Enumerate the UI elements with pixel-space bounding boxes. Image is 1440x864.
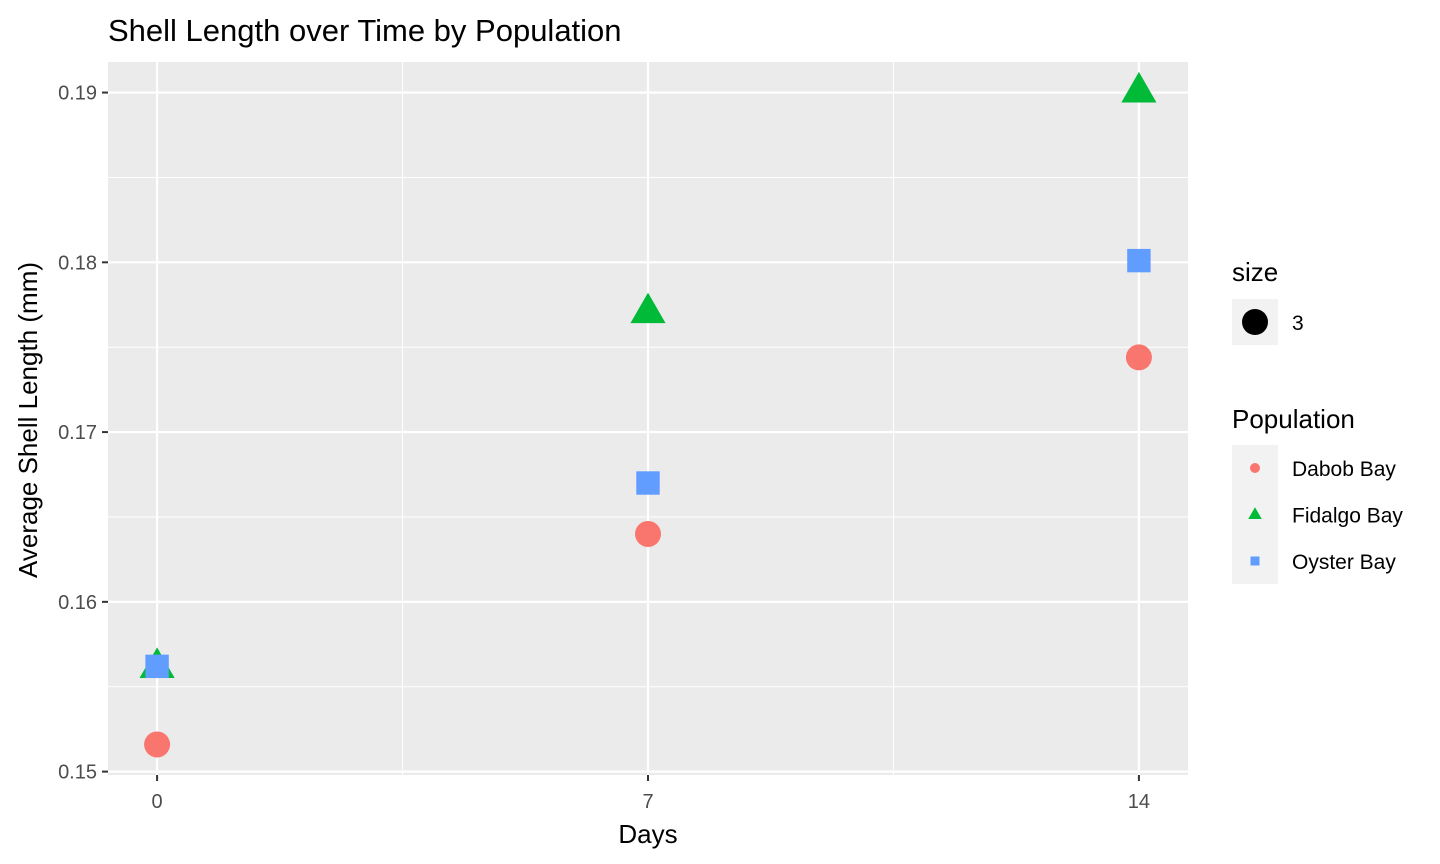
size-legend-title: size — [1232, 257, 1278, 287]
chart-title: Shell Length over Time by Population — [108, 13, 622, 48]
data-point — [145, 654, 169, 679]
x-axis: 0 7 14 — [152, 775, 1150, 813]
y-tick-label: 0.16 — [58, 592, 97, 614]
data-point — [144, 731, 171, 758]
x-tick-label: 0 — [152, 791, 163, 813]
y-tick-label: 0.15 — [58, 762, 97, 784]
legend-entry-label: Fidalgo Bay — [1292, 505, 1403, 528]
x-tick-label: 14 — [1128, 791, 1150, 813]
x-tick-label: 7 — [642, 791, 653, 813]
x-axis-title: Days — [618, 819, 677, 849]
data-point — [1121, 71, 1157, 103]
data-point — [1125, 344, 1152, 371]
data-point — [1127, 248, 1151, 273]
data-point — [635, 520, 661, 547]
legend-key-symbol — [1248, 507, 1262, 519]
legend-key-symbol — [1250, 556, 1260, 566]
grid-major — [108, 62, 1188, 775]
data-point — [630, 292, 666, 324]
size-legend-dot — [1242, 309, 1268, 335]
legend-key-symbol — [1250, 463, 1260, 473]
legend-entry-label: Oyster Bay — [1292, 551, 1396, 574]
population-legend-title: Population — [1232, 404, 1355, 434]
population-legend: Population Dabob Bay Fidalgo Bay Oyster Ba… — [1232, 404, 1403, 584]
y-tick-label: 0.18 — [58, 252, 97, 274]
data-points — [139, 71, 1157, 758]
size-legend-label: 3 — [1292, 312, 1304, 335]
size-legend: size 3 — [1232, 257, 1304, 345]
y-tick-label: 0.17 — [58, 422, 97, 444]
legend-entry-label: Dabob Bay — [1292, 458, 1396, 481]
y-axis: 0.15 0.16 0.17 0.18 0.19 — [58, 83, 108, 784]
data-point — [636, 471, 660, 495]
y-axis-title: Average Shell Length (mm) — [13, 262, 43, 578]
y-tick-label: 0.19 — [58, 83, 97, 105]
